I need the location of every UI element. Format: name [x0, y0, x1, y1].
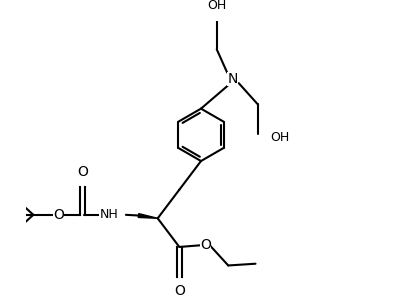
Text: N: N: [227, 72, 237, 86]
Text: O: O: [77, 165, 87, 179]
Text: NH: NH: [99, 208, 118, 221]
Polygon shape: [138, 214, 157, 218]
Text: OH: OH: [269, 131, 288, 144]
Text: OH: OH: [207, 0, 226, 12]
Text: O: O: [174, 284, 184, 298]
Text: O: O: [200, 238, 211, 252]
Text: O: O: [53, 208, 64, 222]
